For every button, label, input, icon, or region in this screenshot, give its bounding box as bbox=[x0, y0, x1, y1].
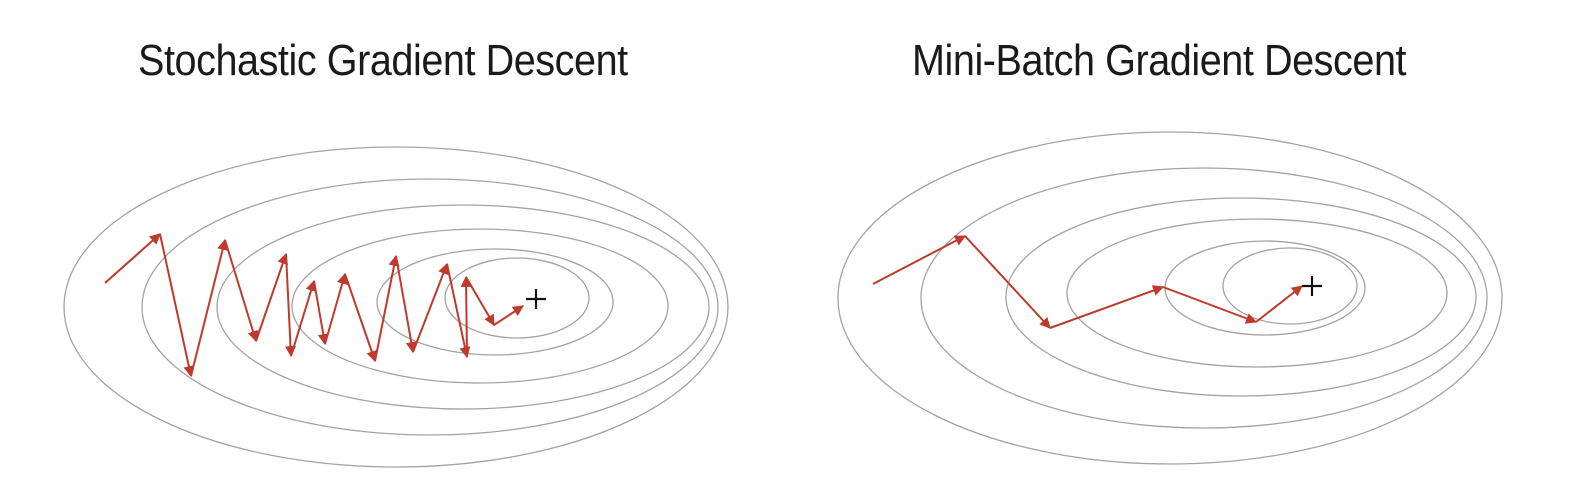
sgd-step bbox=[224, 239, 259, 343]
sgd-step bbox=[255, 252, 288, 342]
minibatch-contour-plot bbox=[837, 131, 1503, 465]
contour-ring-6 bbox=[444, 257, 590, 339]
minibatch-panel-title: Mini-Batch Gradient Descent bbox=[912, 36, 1407, 85]
sgd-step bbox=[412, 262, 449, 353]
plus-icon bbox=[526, 289, 546, 309]
sgd-contours bbox=[63, 146, 729, 468]
contour-ring-5 bbox=[376, 248, 614, 356]
plus-icon bbox=[1302, 276, 1322, 296]
sgd-contour-plot bbox=[63, 146, 729, 468]
contour-ring-2 bbox=[141, 178, 719, 436]
contour-ring-2 bbox=[920, 167, 1488, 429]
sgd-step bbox=[313, 280, 329, 346]
sgd-step bbox=[395, 255, 417, 354]
minibatch-step bbox=[1255, 285, 1303, 323]
contour-ring-1 bbox=[63, 146, 729, 468]
sgd-panel-title: Stochastic Gradient Descent bbox=[138, 36, 628, 85]
contour-ring-3 bbox=[1005, 197, 1477, 397]
sgd-step bbox=[190, 238, 228, 377]
sgd-step bbox=[493, 305, 524, 326]
sgd-step bbox=[344, 273, 377, 363]
minibatch-step bbox=[964, 235, 1051, 329]
sgd-path bbox=[104, 233, 524, 378]
contour-ring-4 bbox=[1066, 218, 1448, 368]
sgd-step bbox=[285, 253, 297, 358]
sgd-step bbox=[159, 233, 195, 378]
contour-ring-4 bbox=[291, 228, 669, 384]
minibatch-step bbox=[872, 235, 966, 285]
contour-ring-6 bbox=[1222, 247, 1358, 325]
contour-ring-1 bbox=[837, 131, 1503, 465]
sgd-step bbox=[290, 279, 317, 357]
sgd-step bbox=[446, 263, 471, 359]
minibatch-contours bbox=[837, 131, 1503, 465]
sgd-step bbox=[465, 276, 495, 326]
minibatch-step bbox=[1162, 286, 1258, 324]
contour-ring-3 bbox=[216, 204, 710, 410]
minibatch-step bbox=[1049, 285, 1165, 329]
sgd-step bbox=[324, 272, 348, 345]
sgd-step bbox=[104, 233, 161, 284]
sgd-step bbox=[460, 275, 472, 358]
minibatch-path bbox=[872, 235, 1303, 329]
sgd-step bbox=[374, 254, 400, 362]
